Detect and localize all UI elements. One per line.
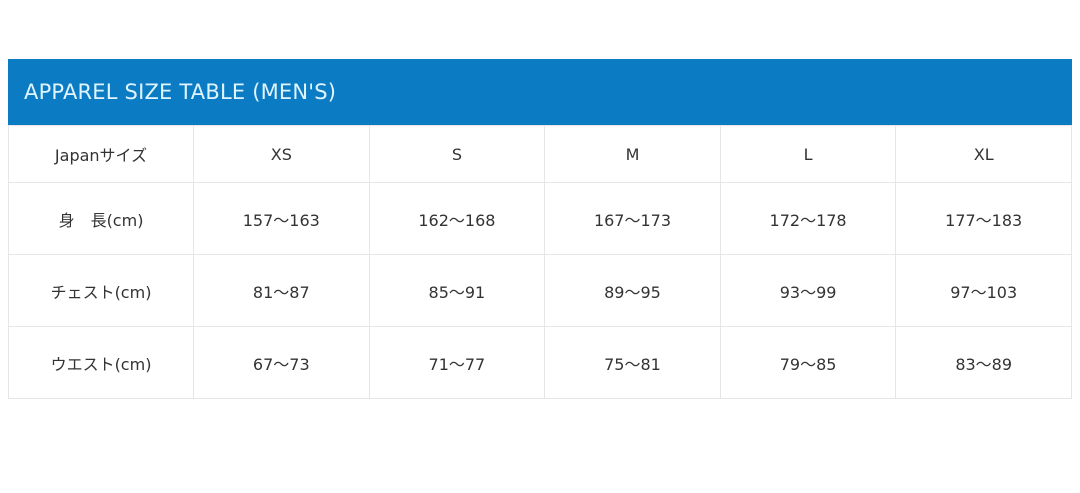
- row-label: ウエスト(cm): [8, 326, 194, 399]
- table-row: ウエスト(cm) 67〜73 71〜77 75〜81 79〜85 83〜89: [8, 326, 1072, 399]
- table-cell: 157〜163: [193, 182, 370, 255]
- table-title-banner: APPAREL SIZE TABLE (MEN'S): [8, 59, 1072, 125]
- table-cell: 83〜89: [895, 326, 1072, 399]
- table-row: チェスト(cm) 81〜87 85〜91 89〜95 93〜99 97〜103: [8, 254, 1072, 327]
- table-cell: 81〜87: [193, 254, 370, 327]
- table-cell: 97〜103: [895, 254, 1072, 327]
- header-row: Japanサイズ XS S M L XL: [8, 125, 1072, 183]
- table-cell: S: [368, 125, 546, 183]
- table-cell: XS: [193, 125, 370, 183]
- table-cell: 93〜99: [719, 254, 897, 327]
- table-cell: 167〜173: [544, 182, 721, 255]
- table-cell: 172〜178: [719, 182, 897, 255]
- table-cell: 85〜91: [368, 254, 546, 327]
- table-cell: 79〜85: [719, 326, 897, 399]
- table-cell: 89〜95: [544, 254, 721, 327]
- table-cell: 67〜73: [193, 326, 370, 399]
- table-cell: 162〜168: [368, 182, 546, 255]
- table-cell: M: [544, 125, 721, 183]
- row-label: チェスト(cm): [8, 254, 194, 327]
- size-table: Japanサイズ XS S M L XL 身 長(cm) 157〜163 162〜168 167〜…: [8, 125, 1072, 399]
- table-cell: XL: [895, 125, 1072, 183]
- table-cell: 71〜77: [368, 326, 546, 399]
- table-cell: 177〜183: [895, 182, 1072, 255]
- table-cell: L: [719, 125, 897, 183]
- table-row: 身 長(cm) 157〜163 162〜168 167〜173 172〜178 177〜1…: [8, 182, 1072, 255]
- table-cell: 75〜81: [544, 326, 721, 399]
- row-label: 身 長(cm): [8, 182, 194, 255]
- row-label: Japanサイズ: [8, 125, 194, 183]
